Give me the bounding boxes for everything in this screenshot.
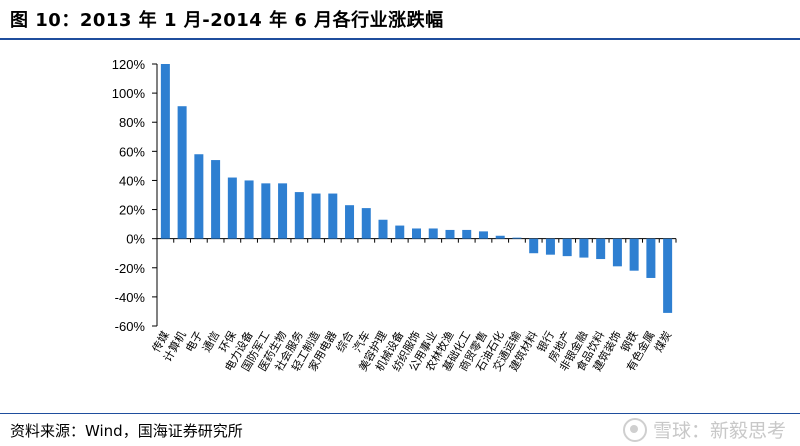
bar (596, 238, 606, 260)
y-tick-label: -20% (115, 261, 146, 276)
bar (646, 238, 656, 278)
y-tick-label: 40% (119, 173, 145, 188)
bar (311, 193, 321, 239)
watermark-text: 雪球：新毅思考 (652, 420, 786, 442)
y-tick-label: -60% (115, 319, 146, 334)
bar (261, 183, 271, 239)
bar (629, 238, 639, 271)
bar (194, 154, 204, 239)
y-tick-label: 100% (112, 86, 146, 101)
bar (378, 219, 388, 239)
bar (529, 238, 539, 254)
bar (278, 183, 288, 239)
bar (478, 231, 488, 239)
bar (244, 180, 254, 239)
bar (294, 192, 304, 239)
bar (428, 228, 438, 239)
y-tick-label: 60% (119, 144, 145, 159)
bar (227, 177, 237, 239)
bar (160, 64, 170, 239)
category-label: 煤炭 (652, 329, 674, 355)
bar (361, 208, 371, 239)
bar (328, 193, 338, 239)
y-tick-label: 80% (119, 115, 145, 130)
bar (395, 225, 405, 239)
title-divider (0, 38, 800, 40)
bar (211, 160, 221, 239)
bar (445, 229, 455, 239)
bar (495, 235, 505, 239)
bar (545, 238, 555, 255)
category-label: 通信 (200, 329, 222, 355)
bar (512, 237, 522, 239)
bar (345, 205, 355, 239)
category-label: 综合 (333, 329, 356, 355)
bar (663, 238, 673, 313)
bar (562, 238, 572, 257)
snowball-logo-icon (622, 417, 647, 442)
y-tick-label: 20% (119, 203, 145, 218)
chart-title: 图 10：2013 年 1 月-2014 年 6 月各行业涨跌幅 (10, 10, 444, 31)
bar (412, 228, 421, 239)
bar (462, 229, 472, 239)
bar (579, 238, 589, 258)
y-tick-label: 0% (126, 232, 145, 247)
source-note: 资料来源：Wind，国海证券研究所 (10, 422, 243, 440)
y-tick-label: 120% (112, 57, 146, 72)
bar (177, 106, 187, 239)
y-tick-label: -40% (115, 290, 146, 305)
bar (612, 238, 622, 267)
footer-divider (0, 413, 800, 414)
watermark: 雪球：新毅思考 (622, 416, 786, 443)
category-label: 电子 (183, 329, 205, 355)
